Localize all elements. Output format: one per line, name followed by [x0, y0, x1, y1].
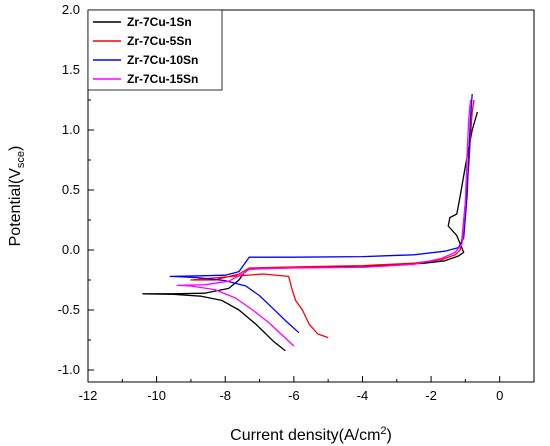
y-axis-title-end: ) [7, 146, 24, 151]
y-tick-label: 0.5 [62, 182, 80, 197]
y-tick-label: -0.5 [58, 302, 80, 317]
series-line-1 [142, 111, 479, 352]
y-axis-title-subscript: sce [15, 151, 27, 168]
y-tick-label: 1.5 [62, 62, 80, 77]
series-line-4 [176, 99, 472, 347]
series-line-3 [169, 93, 473, 334]
y-axis-title: Potential(Vsce) [7, 146, 27, 247]
series-line-2 [190, 99, 475, 339]
y-tick-label: 2.0 [62, 2, 80, 17]
series-layer [142, 93, 479, 352]
y-tick-label: -1.0 [58, 362, 80, 377]
x-axis-title: Current density(A/cm2) [230, 425, 392, 444]
legend-label-2: Zr-7Cu-5Sn [127, 34, 192, 48]
x-tick-label: -10 [147, 388, 166, 403]
y-tick-label: 0.0 [62, 242, 80, 257]
legend-label-3: Zr-7Cu-10Sn [127, 53, 198, 67]
x-axis-title-end: ) [387, 427, 392, 444]
y-tick-label: 1.0 [62, 122, 80, 137]
x-tick-label: -12 [79, 388, 98, 403]
x-axis: -12 -10 -8 -6 -4 -2 0 [79, 376, 503, 403]
x-tick-label: -8 [219, 388, 231, 403]
plot-frame [87, 9, 535, 383]
x-tick-label: -6 [288, 388, 300, 403]
x-tick-label: 0 [496, 388, 503, 403]
x-axis-title-superscript: 2 [380, 425, 386, 437]
legend-label-1: Zr-7Cu-1Sn [127, 15, 192, 29]
legend: Zr-7Cu-1Sn Zr-7Cu-5Sn Zr-7Cu-10Sn Zr-7Cu-15… [87, 9, 223, 91]
legend-label-4: Zr-7Cu-15Sn [127, 72, 198, 86]
legend-box [87, 9, 223, 91]
x-tick-label: -4 [357, 388, 369, 403]
x-tick-label: -2 [425, 388, 437, 403]
y-axis: -1.0 -0.5 0.0 0.5 1.0 1.5 2.0 [58, 2, 94, 377]
